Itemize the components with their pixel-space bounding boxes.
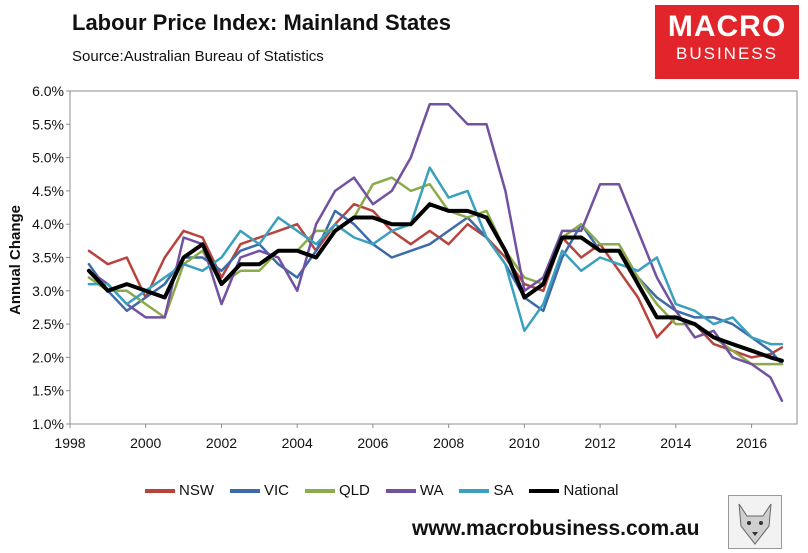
series-line-vic	[87, 209, 784, 366]
x-tick-label: 2014	[660, 435, 691, 451]
x-tick-label: 2000	[130, 435, 161, 451]
legend-swatch-wa	[385, 488, 416, 493]
legend-item-qld: QLD	[305, 482, 370, 499]
x-tick-label: 2012	[585, 435, 616, 451]
y-tick-label: 4.5%	[32, 183, 64, 199]
chart-subtitle: Source:Australian Bureau of Statistics	[72, 48, 324, 65]
legend-label-vic: VIC	[264, 482, 290, 499]
legend-label-sa: SA	[493, 482, 514, 499]
legend-label-wa: WA	[419, 482, 444, 499]
chart-title: Labour Price Index: Mainland States	[72, 10, 451, 35]
wolf-mascot-image	[728, 495, 782, 549]
series-line-national	[86, 202, 784, 363]
legend-swatch-vic	[230, 488, 260, 493]
logo-line-2: BUSINESS	[676, 44, 778, 63]
macrobusiness-logo: MACRO BUSINESS	[655, 5, 799, 79]
x-tick-label: 2006	[357, 435, 388, 451]
legend-swatch-national	[529, 488, 560, 493]
x-tick-label: 2016	[736, 435, 767, 451]
y-tick-label: 1.5%	[32, 383, 64, 399]
legend-label-national: National	[563, 482, 619, 499]
legend-label-qld: QLD	[339, 482, 370, 499]
y-tick-label: 1.0%	[32, 416, 64, 432]
x-tick-label: 1998	[54, 435, 85, 451]
legend-swatch-nsw	[145, 488, 175, 493]
chart-legend: NSW VIC QLD WA SA National	[145, 482, 619, 499]
legend-item-nsw: NSW	[145, 482, 214, 499]
legend-item-wa: WA	[385, 482, 444, 499]
y-tick-label: 2.0%	[32, 349, 64, 365]
y-tick-label: 4.0%	[32, 216, 64, 232]
y-tick-label: 3.5%	[32, 250, 64, 266]
series-line-nsw	[87, 202, 784, 359]
legend-item-vic: VIC	[230, 482, 289, 499]
legend-item-sa: SA	[459, 482, 513, 499]
y-tick-label: 5.0%	[32, 150, 64, 166]
website-url[interactable]: www.macrobusiness.com.au	[412, 517, 700, 540]
chart-series	[86, 103, 784, 402]
chart-axes: 1.0% 1.5% 2.0% 2.5% 3.0% 3.5% 4.0% 4.5% 5.0% 5.5%…	[32, 83, 798, 451]
y-tick-label: 6.0%	[32, 83, 64, 99]
logo-line-1: MACRO	[667, 10, 787, 43]
legend-swatch-sa	[459, 488, 490, 493]
legend-label-nsw: NSW	[179, 482, 214, 499]
y-tick-label: 2.5%	[32, 316, 64, 332]
legend-swatch-qld	[305, 488, 336, 493]
y-tick-label: 5.5%	[32, 116, 64, 132]
y-tick-label: 3.0%	[32, 283, 64, 299]
x-tick-label: 2008	[433, 435, 464, 451]
legend-item-national: National	[529, 482, 619, 499]
series-line-sa	[87, 166, 784, 346]
wolf-icon	[738, 503, 772, 545]
x-tick-label: 2010	[509, 435, 540, 451]
x-tick-label: 2004	[282, 435, 313, 451]
y-axis-label: Annual Change	[7, 205, 24, 315]
x-tick-label: 2002	[206, 435, 237, 451]
